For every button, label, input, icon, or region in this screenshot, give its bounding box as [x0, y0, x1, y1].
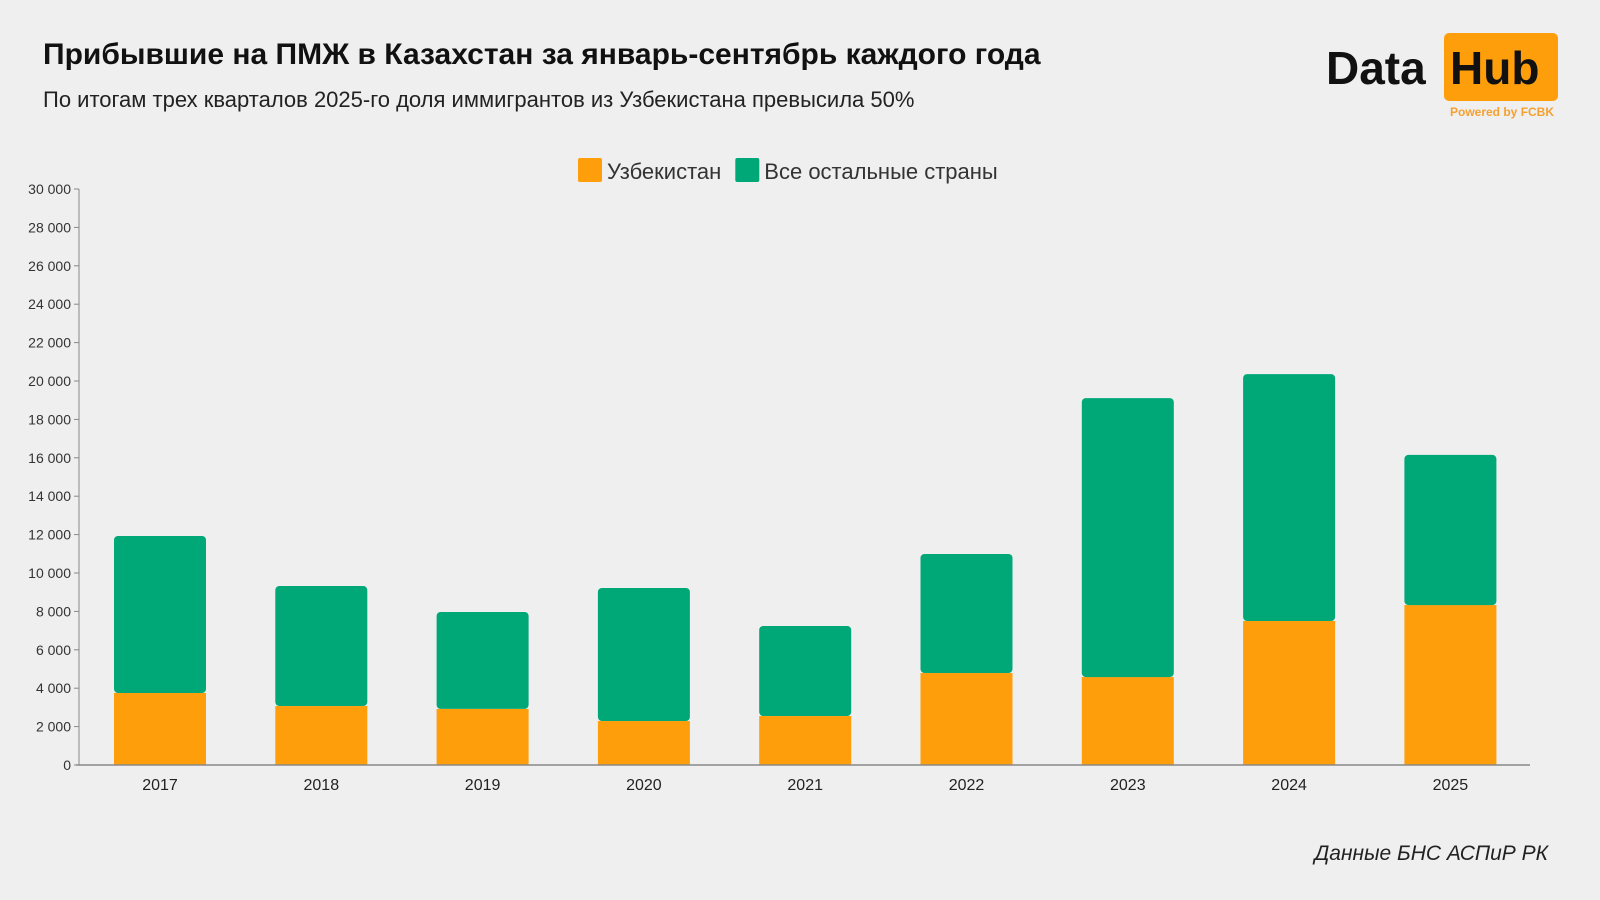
legend-swatch-other-countries: [735, 158, 760, 182]
y-tick-label: 18 000: [28, 411, 71, 427]
y-tick-label: 0: [63, 757, 71, 773]
x-tick-label: 2025: [1433, 777, 1469, 794]
y-tick-label: 4 000: [36, 680, 71, 696]
logo-text-hub: Hub: [1450, 42, 1540, 94]
x-tick-label: 2020: [626, 777, 662, 794]
x-tick-label: 2022: [949, 777, 985, 794]
logo-tagline: Powered by FCBK: [1450, 105, 1555, 119]
y-tick-label: 16 000: [28, 450, 71, 466]
bar-2022-uzbekistan: [920, 673, 1013, 765]
y-tick-label: 8 000: [36, 603, 71, 619]
bar-2017-uzbekistan: [114, 693, 206, 765]
x-tick-label: 2024: [1271, 777, 1307, 794]
legend-swatch-uzbekistan: [578, 158, 602, 182]
bar-2020-uzbekistan: [597, 721, 690, 765]
bar-2024-other-countries: [1243, 374, 1336, 621]
logo-text-data: Data: [1326, 42, 1426, 94]
y-tick-label: 2 000: [36, 719, 71, 735]
bar-2018-uzbekistan: [275, 706, 368, 765]
y-tick-label: 24 000: [28, 296, 71, 312]
chart-title: Прибывшие на ПМЖ в Казахстан за январь-с…: [43, 38, 1041, 71]
bar-2024-uzbekistan: [1243, 621, 1336, 765]
bar-2018-other-countries: [275, 586, 368, 707]
legend-label-other-countries: Все остальные страны: [764, 159, 997, 184]
bar-2017-other-countries: [114, 535, 206, 693]
bar-2019-other-countries: [436, 611, 529, 709]
y-tick-label: 26 000: [28, 258, 71, 274]
y-tick-label: 12 000: [28, 527, 71, 543]
y-tick-label: 30 000: [28, 181, 71, 197]
legend-label-uzbekistan: Узбекистан: [607, 159, 721, 184]
bar-2020-other-countries: [597, 587, 690, 722]
x-tick-label: 2019: [465, 777, 501, 794]
logo-hub-box: [1444, 33, 1558, 101]
bar-2023-other-countries: [1081, 398, 1174, 678]
y-tick-label: 6 000: [36, 642, 71, 658]
bar-2019-uzbekistan: [436, 708, 529, 765]
bar-2023-uzbekistan: [1081, 677, 1174, 765]
y-tick-label: 10 000: [28, 565, 71, 581]
chart-subtitle: По итогам трех кварталов 2025-го доля им…: [43, 87, 915, 112]
y-tick-label: 28 000: [28, 219, 71, 235]
x-tick-label: 2021: [787, 777, 823, 794]
bar-2021-other-countries: [759, 625, 852, 717]
x-tick-label: 2023: [1110, 777, 1146, 794]
bar-2025-uzbekistan: [1404, 605, 1497, 765]
bar-2022-other-countries: [920, 553, 1013, 674]
source-note: Данные БНС АСПиР РК: [1314, 842, 1549, 865]
x-tick-label: 2018: [304, 777, 340, 794]
y-tick-label: 14 000: [28, 488, 71, 504]
x-tick-label: 2017: [142, 777, 178, 794]
y-tick-label: 22 000: [28, 335, 71, 351]
bar-2025-other-countries: [1404, 454, 1497, 606]
y-tick-label: 20 000: [28, 373, 71, 389]
bar-2021-uzbekistan: [759, 716, 852, 765]
